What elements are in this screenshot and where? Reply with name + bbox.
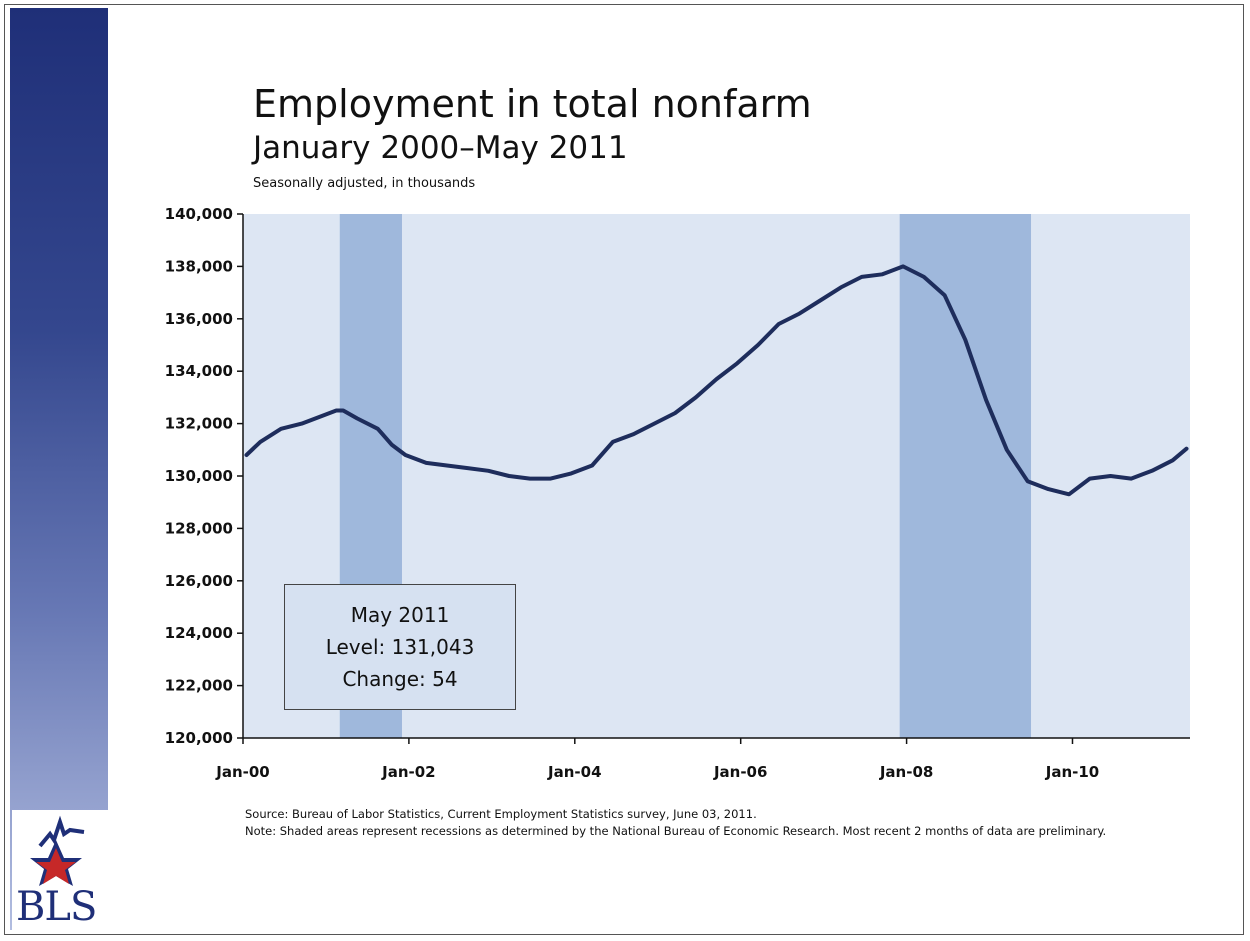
x-tick-label: Jan-04 bbox=[547, 763, 601, 781]
series-line-1 bbox=[244, 264, 1189, 497]
chart-subtitle: January 2000–May 2011 bbox=[253, 130, 628, 166]
latest-value-callout: May 2011 Level: 131,043 Change: 54 bbox=[284, 584, 516, 710]
y-tick-label: 134,000 bbox=[165, 362, 233, 380]
x-tick-label: Jan-08 bbox=[879, 763, 933, 781]
x-tick-label: Jan-10 bbox=[1045, 763, 1099, 781]
note-text: Note: Shaded areas represent recessions … bbox=[245, 824, 1107, 838]
footnotes: Source: Bureau of Labor Statistics, Curr… bbox=[245, 806, 1125, 840]
y-tick-label: 140,000 bbox=[165, 205, 233, 223]
y-tick-label: 122,000 bbox=[165, 677, 233, 695]
y-tick-label: 120,000 bbox=[165, 729, 233, 747]
x-tick-label: Jan-02 bbox=[381, 763, 435, 781]
bls-logo: BLS bbox=[12, 810, 108, 932]
y-tick-label: 126,000 bbox=[165, 572, 233, 590]
x-tick-label: Jan-06 bbox=[713, 763, 767, 781]
chart-title: Employment in total nonfarm bbox=[253, 82, 812, 126]
sidebar-band bbox=[10, 8, 108, 930]
callout-level: Level: 131,043 bbox=[325, 635, 475, 659]
y-tick-label: 136,000 bbox=[165, 310, 233, 328]
logo-text: BLS bbox=[16, 884, 97, 930]
y-tick-label: 128,000 bbox=[165, 519, 233, 537]
star-logo-icon bbox=[30, 815, 85, 886]
y-tick-label: 124,000 bbox=[165, 624, 233, 642]
y-tick-label: 130,000 bbox=[165, 467, 233, 485]
chart-unit-note: Seasonally adjusted, in thousands bbox=[253, 176, 476, 191]
callout-change: Change: 54 bbox=[342, 667, 458, 691]
callout-date: May 2011 bbox=[350, 603, 450, 627]
x-tick-label: Jan-00 bbox=[215, 763, 269, 781]
recession-band-2 bbox=[899, 214, 1032, 738]
source-text: Source: Bureau of Labor Statistics, Curr… bbox=[245, 807, 757, 821]
slide-frame bbox=[4, 4, 1244, 935]
y-tick-label: 132,000 bbox=[165, 415, 233, 433]
y-tick-label: 138,000 bbox=[165, 257, 233, 275]
